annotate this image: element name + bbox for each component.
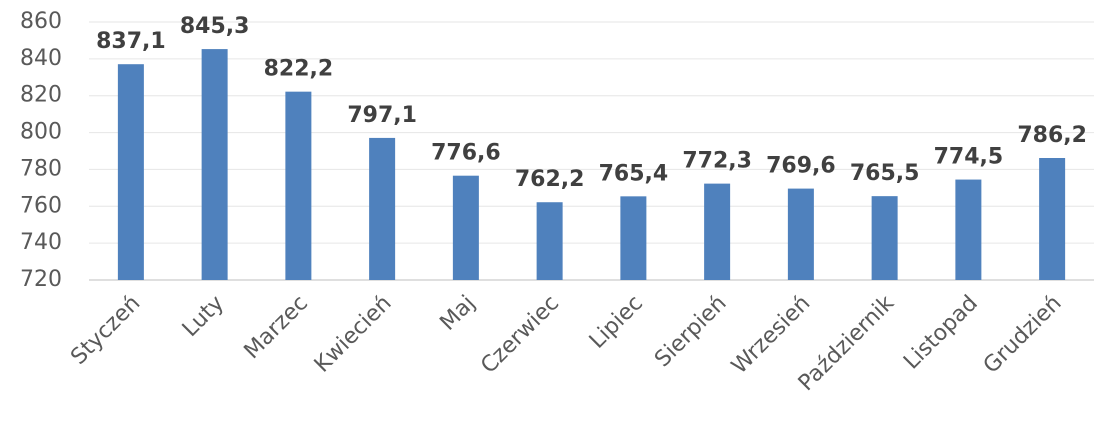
x-tick-label: Marzec: [240, 291, 313, 364]
x-tick-label: Grudzień: [979, 291, 1067, 379]
bar: [787, 188, 814, 280]
y-tick-label: 780: [20, 156, 62, 181]
x-tick-label: Kwiecień: [310, 291, 397, 378]
y-tick-label: 860: [20, 9, 62, 34]
data-label: 797,1: [347, 103, 417, 128]
data-label: 774,5: [934, 145, 1004, 170]
bar: [117, 64, 144, 280]
data-label: 786,2: [1017, 123, 1087, 148]
x-tick-label: Sierpień: [650, 291, 731, 372]
x-tick-label: Listopad: [899, 291, 983, 375]
x-tick-label: Maj: [435, 291, 480, 336]
y-tick-label: 820: [20, 83, 62, 108]
y-tick-label: 720: [20, 267, 62, 292]
bar: [871, 196, 898, 280]
bar: [536, 202, 563, 280]
data-label: 765,4: [599, 161, 669, 186]
data-label: 776,6: [431, 141, 501, 166]
x-tick-label: Styczeń: [66, 291, 145, 370]
y-tick-label: 740: [20, 230, 62, 255]
data-label: 769,6: [766, 154, 836, 179]
data-label: 837,1: [96, 29, 166, 54]
data-label: 822,2: [264, 57, 334, 82]
bar: [285, 91, 312, 280]
x-tick-label: Wrzesień: [727, 291, 815, 379]
bar: [620, 196, 647, 280]
y-tick-label: 840: [20, 46, 62, 71]
data-label: 765,5: [850, 161, 920, 186]
x-tick-label: Luty: [178, 291, 229, 342]
data-label: 772,3: [682, 149, 752, 174]
y-tick-label: 800: [20, 120, 62, 145]
data-label: 845,3: [180, 14, 250, 39]
bar: [201, 49, 228, 281]
bar: [704, 183, 731, 280]
y-tick-label: 760: [20, 193, 62, 218]
bar: [955, 179, 982, 280]
bar: [452, 175, 479, 280]
x-tick-label: Czerwiec: [476, 291, 564, 379]
bar: [369, 137, 396, 280]
bar: [1039, 158, 1066, 280]
x-tick-label: Lipiec: [585, 291, 648, 354]
data-label: 762,2: [515, 167, 585, 192]
